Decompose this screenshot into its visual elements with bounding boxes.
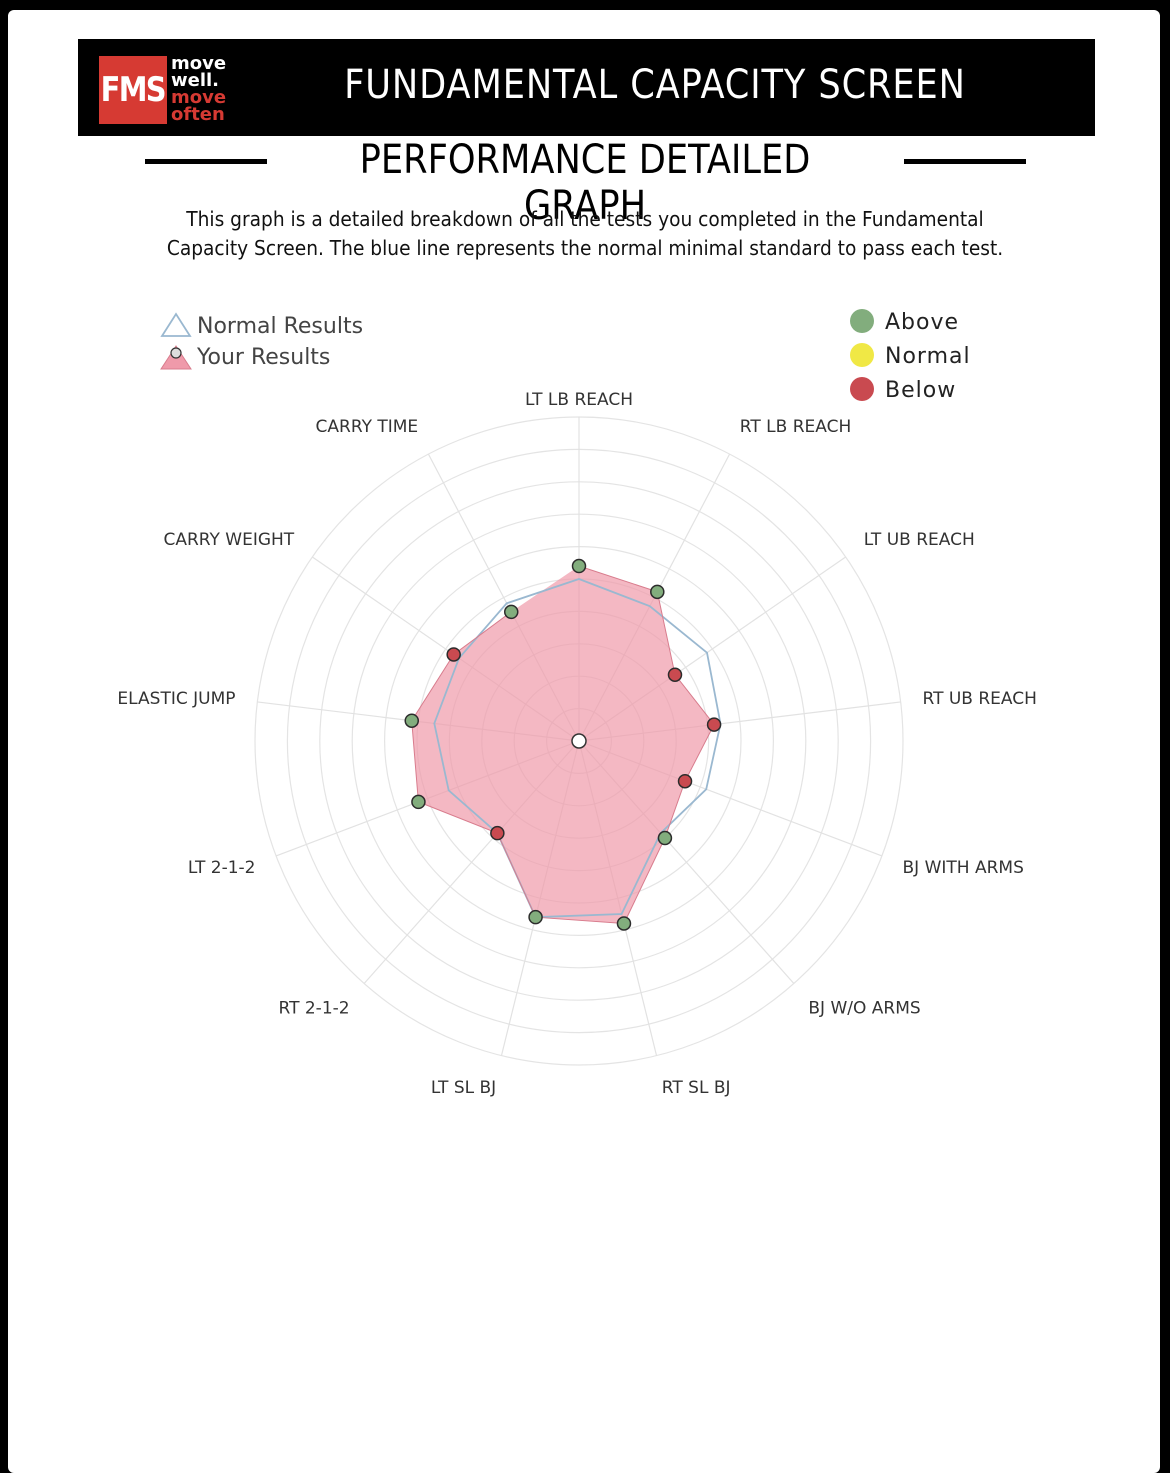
axis-label: LT 2-1-2	[188, 858, 256, 878]
legend-label-above: Above	[885, 310, 959, 335]
result-point-above	[404, 713, 419, 728]
axis-label: LT LB REACH	[525, 390, 633, 410]
result-point-above	[616, 916, 632, 931]
logo-line-3: move	[171, 87, 227, 108]
app-title: FUNDAMENTAL CAPACITY SCREEN	[344, 62, 966, 108]
legend-dot-normal	[850, 343, 874, 367]
title-rule-left	[145, 159, 267, 164]
axis-label: RT UB REACH	[923, 689, 1037, 709]
pin-dot-icon	[170, 347, 182, 359]
result-point-above	[571, 558, 587, 574]
legend-label-below: Below	[885, 378, 956, 403]
result-point-below	[667, 667, 683, 682]
axis-label: RT SL BJ	[662, 1078, 731, 1098]
axis-label: BJ WITH ARMS	[903, 858, 1024, 878]
title-rule-right	[904, 159, 1026, 164]
result-point-below	[706, 717, 722, 732]
axis-labels: LT LB REACH RT LB REACH LT UB REACH RT UB R…	[117, 390, 1037, 1098]
result-point-below	[446, 647, 461, 662]
logo-mark-box: FMS	[99, 56, 167, 124]
result-point-above	[411, 794, 426, 810]
fms-logo: FMS move well. move often	[99, 53, 227, 125]
legend-label-normal: Normal	[885, 344, 971, 369]
description-text: This graph is a detailed breakdown of al…	[166, 207, 1004, 260]
logo-line-2: well.	[171, 70, 220, 91]
axis-label: CARRY WEIGHT	[163, 530, 294, 550]
legend-dot-below	[850, 377, 874, 401]
result-point-above	[650, 584, 665, 600]
result-point-above	[528, 909, 543, 925]
axis-label: RT LB REACH	[740, 417, 851, 437]
axis-label: LT SL BJ	[431, 1078, 496, 1098]
legend-your-results: Your Results	[196, 345, 330, 370]
axis-label: LT UB REACH	[864, 530, 975, 550]
your-results-area	[411, 566, 715, 924]
normal-results-line	[433, 578, 722, 919]
axis-label: CARRY TIME	[316, 417, 419, 437]
logo-line-4: often	[171, 104, 225, 125]
page-title: PERFORMANCE DETAILED GRAPH	[359, 137, 811, 229]
legend-dot-above	[850, 309, 874, 333]
result-point-above	[503, 604, 519, 620]
center-point	[571, 733, 587, 749]
axis-label: RT 2-1-2	[279, 999, 350, 1019]
legend-normal-results: Normal Results	[197, 314, 363, 339]
axis-label: BJ W/O ARMS	[808, 999, 920, 1019]
logo-line-1: move	[171, 53, 227, 74]
result-point-below	[490, 825, 505, 841]
result-point-above	[657, 830, 673, 846]
header-bar	[78, 39, 1095, 136]
axis-label: ELASTIC JUMP	[117, 689, 235, 709]
triangle-outline-icon	[160, 312, 192, 337]
legends: Normal Results Your Results Above Normal Bel…	[160, 309, 971, 403]
logo-mark: FMS	[100, 70, 167, 110]
result-point-below	[677, 773, 693, 789]
radar-series	[404, 558, 722, 931]
